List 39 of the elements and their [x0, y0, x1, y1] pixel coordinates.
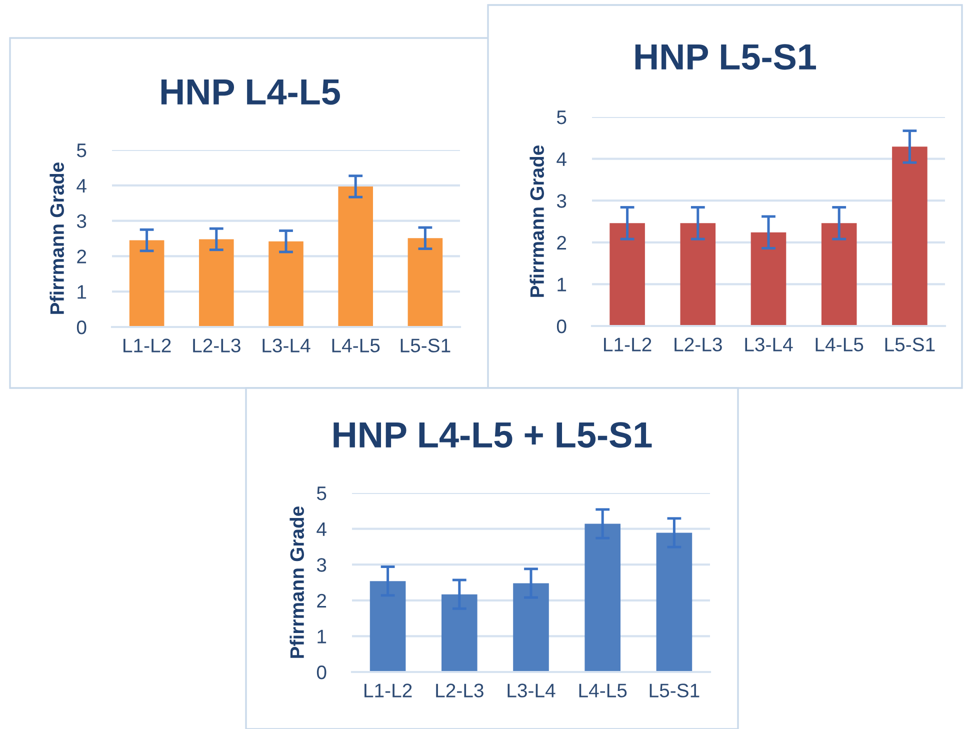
chart-title: HNP L4-L5	[161, 79, 340, 105]
x-tick-label: L1-L2	[364, 684, 412, 698]
x-tick-label: L2-L3	[193, 338, 240, 352]
x-tick-label: L4-L5	[579, 684, 627, 698]
x-tick-label: L5-S1	[650, 684, 700, 698]
y-tick-label: 0	[76, 320, 86, 334]
x-tick-label: L2-L3	[436, 684, 484, 698]
x-tick-label: L3-L4	[745, 338, 793, 352]
y-axis-title: Pfirrmann Grade	[50, 162, 64, 314]
y-tick-label: 2	[317, 594, 326, 608]
y-tick-label: 3	[76, 214, 86, 228]
y-tick-label: 5	[556, 110, 566, 124]
chart-title: HNP L5-S1	[635, 44, 816, 70]
x-tick-label: L2-L3	[674, 338, 722, 352]
x-tick-label: L3-L4	[262, 338, 310, 352]
y-tick-label: 0	[316, 665, 326, 680]
y-tick-label: 1	[318, 630, 326, 644]
y-tick-label: 0	[556, 319, 566, 334]
y-tick-label: 2	[557, 236, 566, 250]
x-tick-label: L4-L5	[816, 338, 864, 352]
y-tick-label: 1	[78, 285, 86, 299]
x-tick-label: L5-S1	[885, 338, 935, 352]
y-tick-label: 3	[556, 194, 566, 208]
y-tick-label: 4	[556, 152, 566, 166]
x-tick-label: L5-S1	[400, 338, 450, 352]
x-tick-label: L1-L2	[124, 338, 171, 352]
y-tick-label: 2	[77, 250, 86, 264]
y-axis-title: Pfirrmann Grade	[290, 506, 304, 658]
y-tick-label: 4	[316, 522, 326, 536]
x-tick-label: L4-L5	[332, 338, 380, 352]
y-tick-label: 5	[76, 144, 86, 158]
x-tick-label: L1-L2	[604, 338, 652, 352]
chart-title: HNP L4-L5 + L5-S1	[334, 422, 652, 448]
y-tick-label: 1	[558, 278, 566, 292]
y-tick-label: 4	[76, 179, 86, 192]
x-tick-label: L3-L4	[508, 684, 556, 698]
y-tick-label: 3	[316, 558, 326, 572]
y-axis-title: Pfirrmann Grade	[530, 145, 544, 297]
y-tick-label: 5	[316, 486, 326, 500]
